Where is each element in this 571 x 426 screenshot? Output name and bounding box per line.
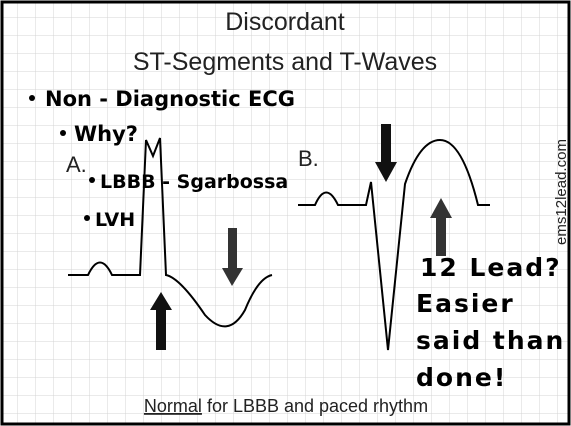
footer: Normal for LBBB and paced rhythm <box>144 396 428 416</box>
bullet-text: LVH <box>95 209 135 231</box>
note-line: Easier <box>416 289 515 318</box>
note-line: done! <box>416 363 507 392</box>
ecg-b <box>298 138 490 351</box>
note-line: said than <box>416 326 565 355</box>
footer-underlined: Normal <box>144 396 202 416</box>
bullet <box>60 130 66 136</box>
arrow-down <box>222 228 243 286</box>
footer-rest: for LBBB and paced rhythm <box>202 396 428 416</box>
subtitle: ST-Segments and T-Waves <box>133 48 437 76</box>
bullet-text: LBBB - Sgarbossa <box>100 171 288 193</box>
watermark: ems12lead.com <box>553 139 570 245</box>
arrow-down <box>375 124 397 182</box>
title: Discordant <box>225 8 345 36</box>
bullet <box>84 215 90 221</box>
label-a: A. <box>66 152 87 177</box>
bullet-text: Why? <box>74 122 138 146</box>
note-line: 12 Lead? <box>420 253 562 282</box>
bullet-text: Non - Diagnostic ECG <box>45 87 295 111</box>
arrow-up <box>150 292 172 350</box>
ecg-a <box>68 137 273 328</box>
bullet <box>89 177 95 183</box>
label-b: B. <box>298 146 319 171</box>
arrow-up <box>430 198 452 256</box>
bullet <box>29 95 35 101</box>
